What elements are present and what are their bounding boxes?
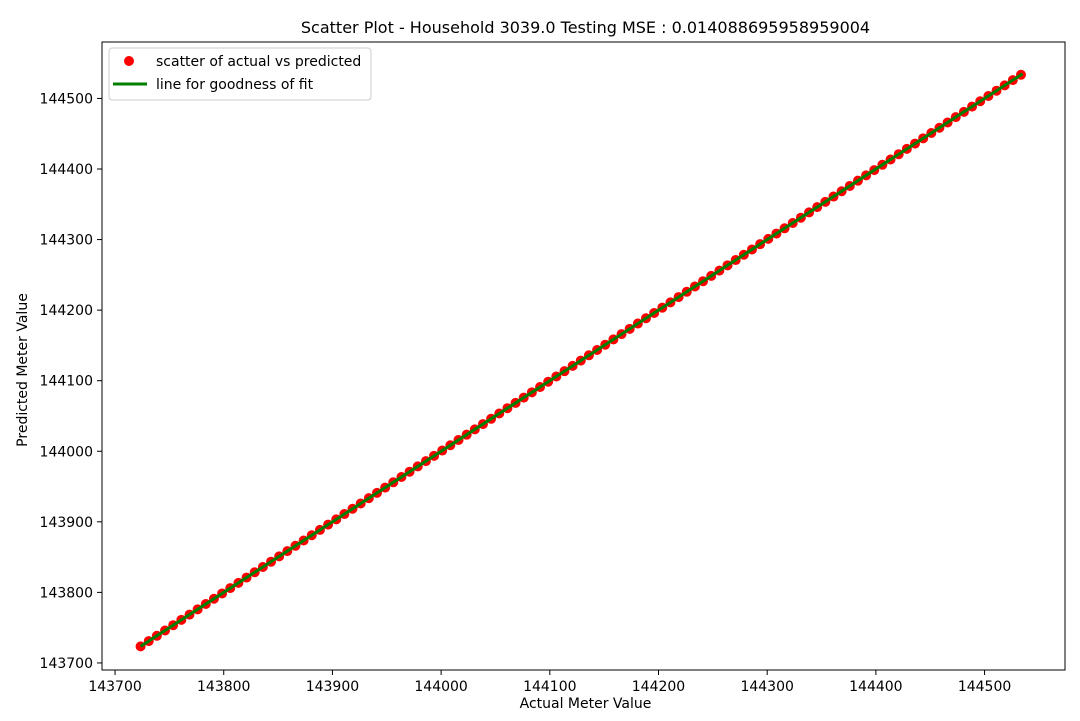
fit-line: [139, 72, 1024, 648]
y-tick-label: 144200: [40, 303, 93, 319]
y-axis-label: Predicted Meter Value: [15, 293, 31, 447]
y-tick-label: 144100: [40, 374, 93, 390]
x-tick-label: 143800: [197, 679, 250, 695]
chart-title: Scatter Plot - Household 3039.0 Testing …: [301, 18, 870, 37]
legend: scatter of actual vs predicted line for …: [108, 47, 372, 101]
legend-label-scatter: scatter of actual vs predicted: [156, 54, 361, 70]
x-axis: 143700 143800 143900 144000 144100 144200 1443…: [88, 670, 1011, 695]
y-axis: 143700 143800 143900 144000 144100 144200 1443…: [40, 91, 102, 672]
x-axis-label: Actual Meter Value: [520, 696, 652, 712]
y-tick-label: 144500: [40, 91, 93, 107]
legend-box: [108, 47, 372, 101]
x-tick-label: 143700: [88, 679, 141, 695]
plot-frame: [101, 41, 1066, 671]
x-tick-label: 144400: [849, 679, 902, 695]
legend-label-line: line for goodness of fit: [156, 77, 314, 93]
y-tick-label: 144400: [40, 162, 93, 178]
y-tick-label: 144300: [40, 233, 93, 249]
y-tick-label: 143900: [40, 515, 93, 531]
plot-marks: [135, 69, 1026, 652]
x-tick-label: 144100: [523, 679, 576, 695]
y-tick-label: 143800: [40, 585, 93, 601]
x-tick-label: 144300: [740, 679, 793, 695]
x-tick-label: 144500: [958, 679, 1011, 695]
y-tick-label: 144000: [40, 444, 93, 460]
x-tick-label: 144200: [632, 679, 685, 695]
y-tick-label: 143700: [40, 656, 93, 672]
x-tick-label: 144000: [414, 679, 467, 695]
legend-scatter-marker: [124, 56, 134, 66]
x-tick-label: 143900: [306, 679, 359, 695]
